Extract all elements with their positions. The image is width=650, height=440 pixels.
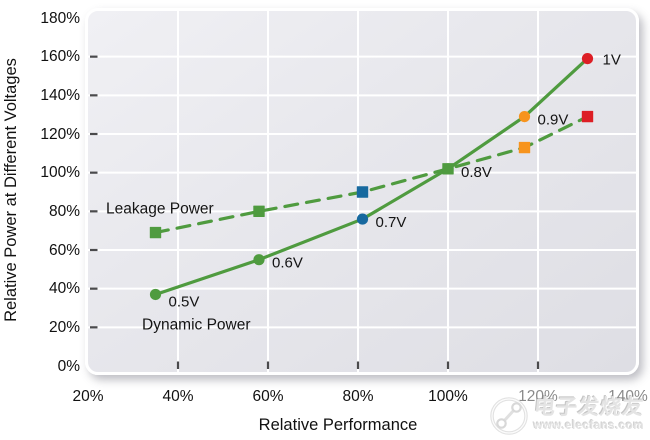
x-tick-label: 100%	[428, 388, 468, 405]
x-tick-label: 40%	[162, 388, 194, 405]
series-label-leakage-power: Leakage Power	[106, 200, 214, 217]
voltage-label-0.7V: 0.7V	[376, 214, 407, 231]
leakage-point-0.6V	[253, 205, 265, 218]
plot-svg: Dynamic Power Leakage Power 0.5V 0.6V 0.7V 0.…	[88, 11, 636, 372]
leakage-point-1V	[581, 110, 594, 123]
y-tick-label: 0%	[57, 357, 80, 375]
y-tick-label: 80%	[48, 202, 80, 220]
series-label-dynamic-power: Dynamic Power	[142, 316, 251, 333]
x-tick-label: 20%	[72, 388, 104, 405]
dynamic-point-0.5V	[149, 288, 162, 301]
plot-area: Dynamic Power Leakage Power 0.5V 0.6V 0.7V 0.…	[85, 8, 639, 375]
dynamic-point-0.7V	[356, 213, 369, 225]
watermark-brand: 电子发烧友	[532, 396, 645, 420]
watermark-text: 电子发烧友 www.elecfans.com	[532, 396, 645, 433]
watermark: 电子发烧友 www.elecfans.com	[483, 390, 650, 440]
leakage-point-0.9V	[518, 141, 531, 154]
voltage-label-1V: 1V	[603, 52, 621, 69]
voltage-label-0.8V: 0.8V	[461, 164, 492, 181]
leakage-point-0.5V	[149, 226, 162, 239]
y-tick-label: 160%	[40, 48, 80, 66]
y-axis-title: Relative Power at Different Voltages	[2, 58, 20, 322]
y-tick-label: 140%	[40, 86, 80, 104]
dynamic-point-0.9V	[518, 111, 531, 123]
y-tick-label: 20%	[48, 318, 80, 336]
dynamic-power-line	[153, 56, 590, 297]
dynamic-point-1V	[581, 53, 594, 65]
leakage-point-0.8V	[442, 163, 454, 175]
y-tick-label: 180%	[40, 9, 80, 27]
y-tick-label: 60%	[48, 241, 80, 259]
y-tick-label: 120%	[40, 125, 80, 143]
voltage-label-0.9V: 0.9V	[538, 112, 569, 129]
x-tick-label: 60%	[252, 388, 284, 405]
y-tick-label: 100%	[40, 164, 80, 182]
voltage-label-0.5V: 0.5V	[169, 293, 200, 310]
dynamic-point-0.6V	[253, 254, 265, 266]
x-tick-label: 80%	[342, 388, 374, 405]
x-axis-title: Relative Performance	[258, 416, 418, 434]
leakage-point-0.7V	[356, 186, 369, 198]
y-tick-label: 40%	[48, 280, 80, 298]
watermark-logo-icon	[489, 397, 528, 435]
watermark-url: www.elecfans.com	[533, 420, 644, 433]
leakage-power-line	[153, 114, 590, 235]
voltage-label-0.6V: 0.6V	[272, 255, 303, 272]
